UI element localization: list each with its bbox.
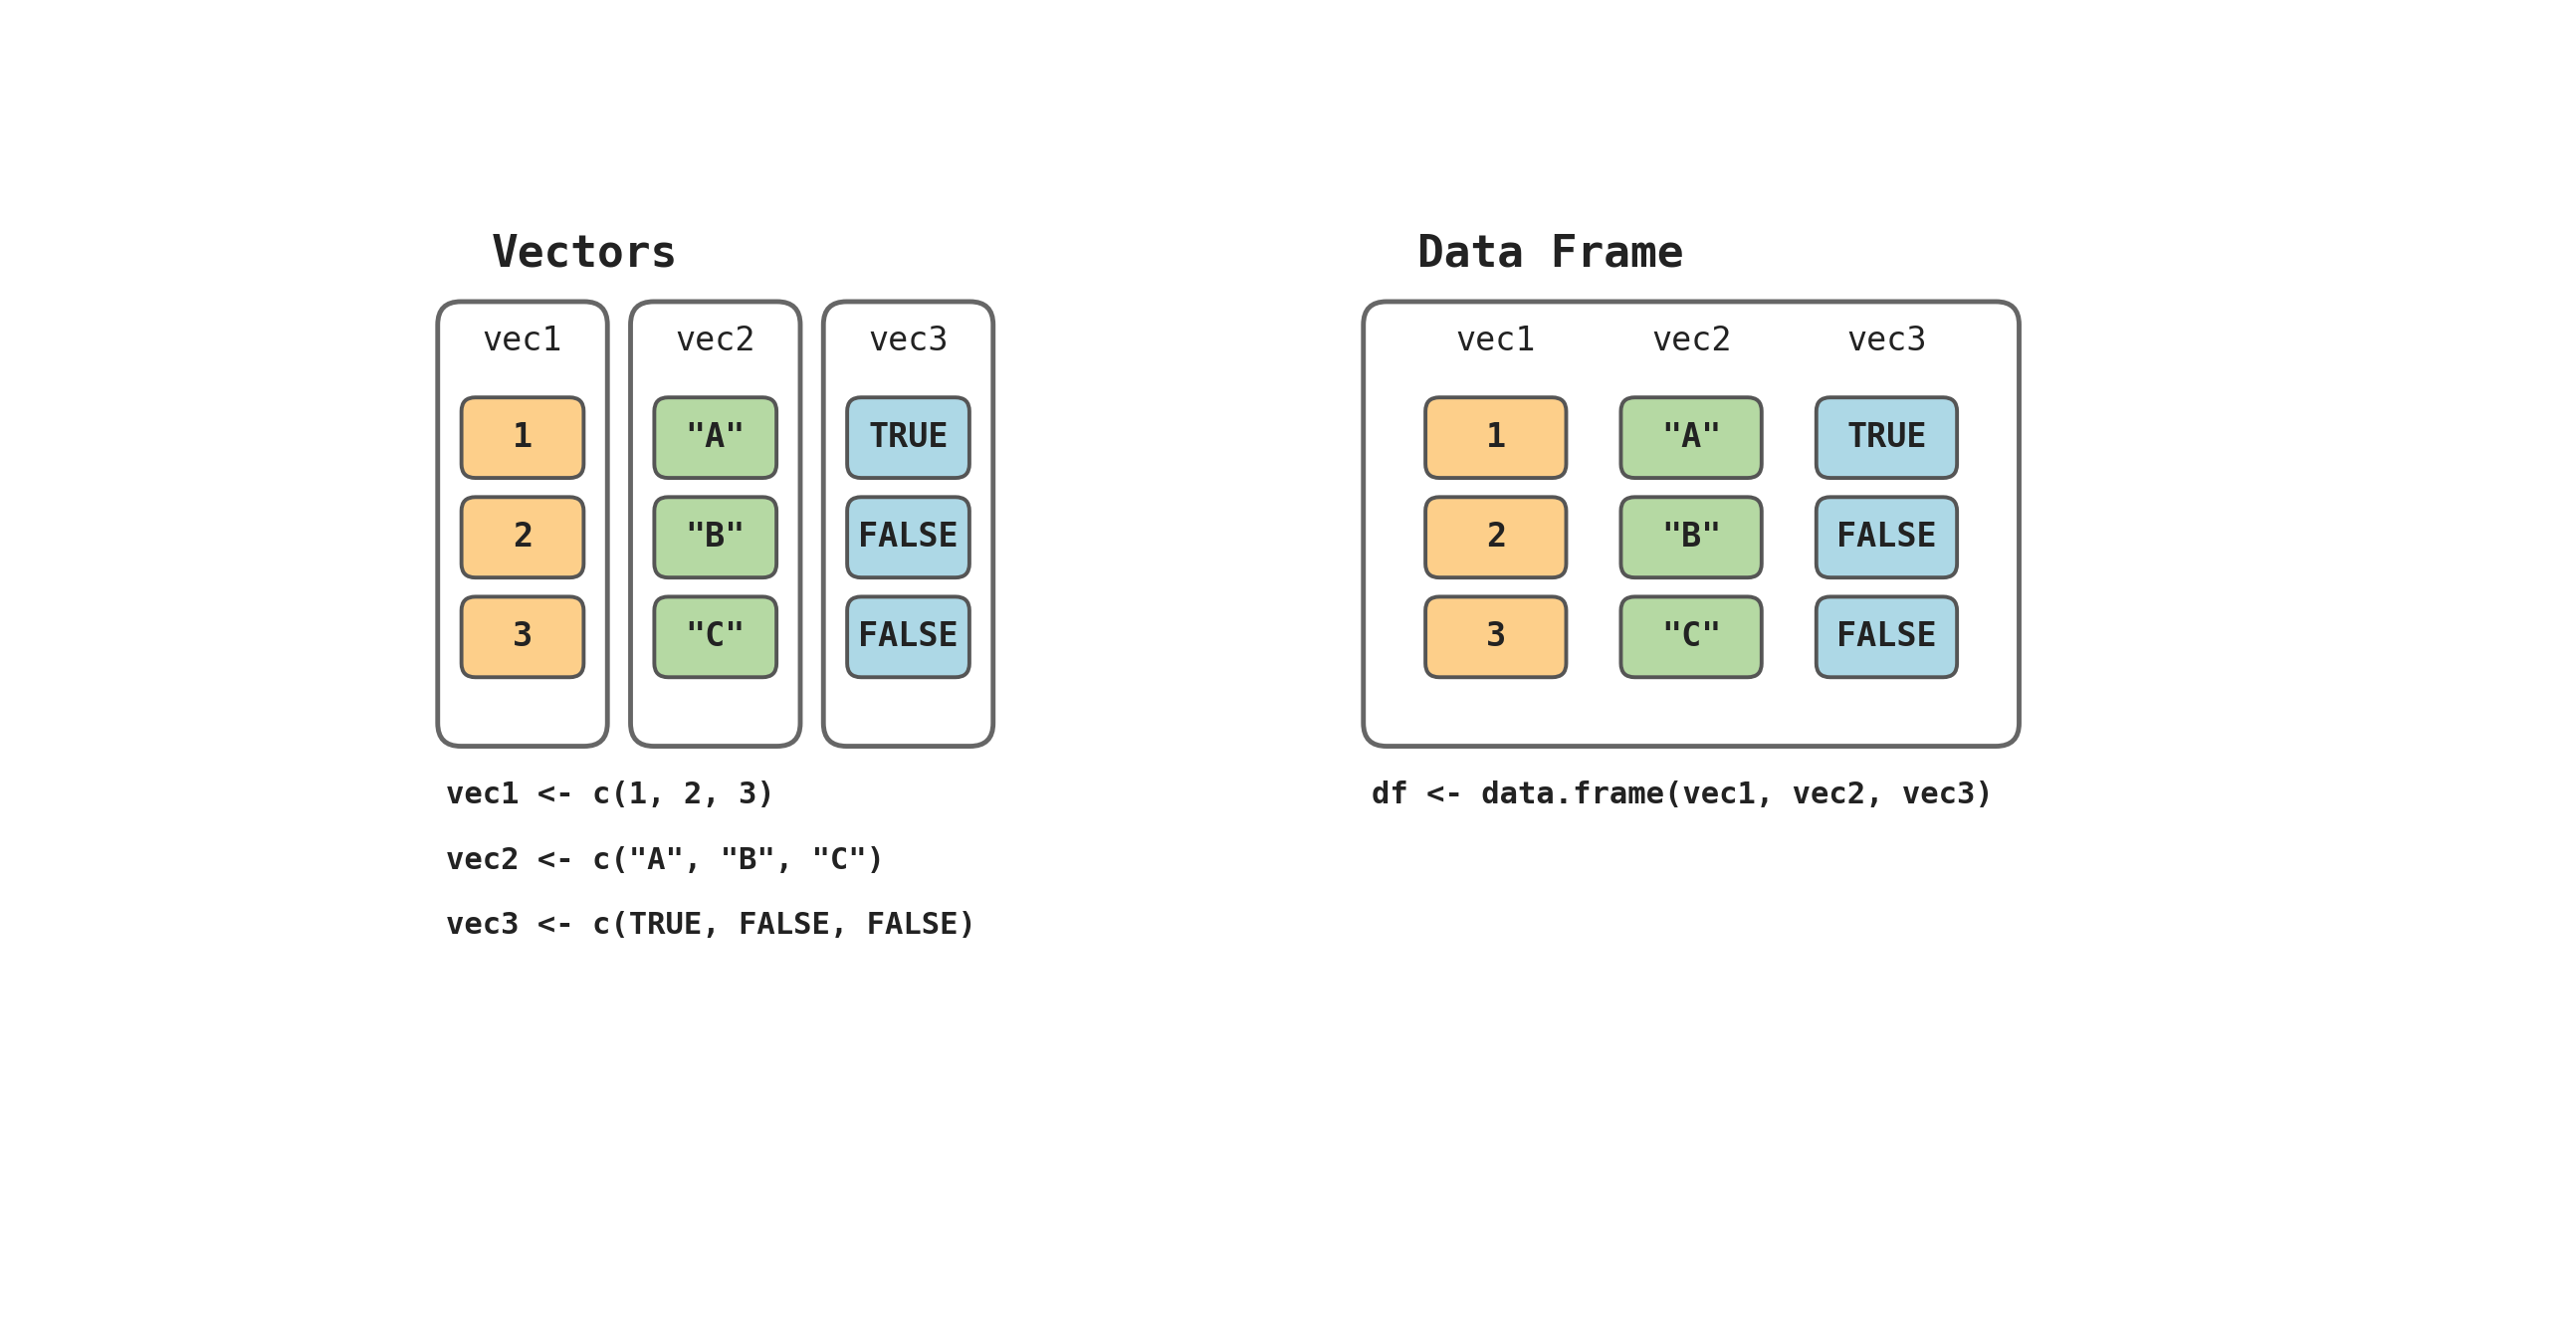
FancyBboxPatch shape — [654, 498, 775, 578]
Text: TRUE: TRUE — [1847, 421, 1927, 454]
FancyBboxPatch shape — [654, 397, 775, 478]
FancyBboxPatch shape — [461, 597, 585, 677]
FancyBboxPatch shape — [1620, 498, 1762, 578]
Text: 3: 3 — [513, 621, 533, 653]
Text: Vectors: Vectors — [492, 233, 677, 276]
Text: "C": "C" — [1662, 621, 1721, 653]
Text: 1: 1 — [513, 421, 533, 454]
FancyBboxPatch shape — [1620, 397, 1762, 478]
Text: "C": "C" — [685, 621, 744, 653]
Text: vec3: vec3 — [868, 325, 948, 357]
FancyBboxPatch shape — [1816, 397, 1958, 478]
Text: "A": "A" — [1662, 421, 1721, 454]
FancyBboxPatch shape — [654, 597, 775, 677]
Text: vec3: vec3 — [1847, 325, 1927, 357]
Text: Data Frame: Data Frame — [1417, 233, 1685, 276]
Text: 3: 3 — [1486, 621, 1507, 653]
Text: FALSE: FALSE — [1837, 520, 1937, 554]
Text: "A": "A" — [685, 421, 744, 454]
FancyBboxPatch shape — [1363, 301, 2020, 747]
Text: vec2: vec2 — [675, 325, 755, 357]
FancyBboxPatch shape — [1816, 498, 1958, 578]
FancyBboxPatch shape — [461, 397, 585, 478]
FancyBboxPatch shape — [1425, 498, 1566, 578]
Text: TRUE: TRUE — [868, 421, 948, 454]
Text: FALSE: FALSE — [1837, 621, 1937, 653]
Text: FALSE: FALSE — [858, 520, 958, 554]
Text: df <- data.frame(vec1, vec2, vec3): df <- data.frame(vec1, vec2, vec3) — [1370, 780, 1994, 809]
FancyBboxPatch shape — [1816, 597, 1958, 677]
Text: 2: 2 — [1486, 520, 1507, 554]
FancyBboxPatch shape — [461, 498, 585, 578]
FancyBboxPatch shape — [848, 498, 969, 578]
FancyBboxPatch shape — [824, 301, 994, 747]
FancyBboxPatch shape — [848, 597, 969, 677]
FancyBboxPatch shape — [1425, 597, 1566, 677]
FancyBboxPatch shape — [848, 397, 969, 478]
Text: vec1: vec1 — [482, 325, 562, 357]
FancyBboxPatch shape — [1425, 397, 1566, 478]
Text: "B": "B" — [1662, 520, 1721, 554]
Text: vec2 <- c("A", "B", "C"): vec2 <- c("A", "B", "C") — [446, 846, 884, 875]
Text: vec1 <- c(1, 2, 3): vec1 <- c(1, 2, 3) — [446, 780, 775, 809]
Text: 1: 1 — [1486, 421, 1507, 454]
FancyBboxPatch shape — [438, 301, 608, 747]
Text: vec3 <- c(TRUE, FALSE, FALSE): vec3 <- c(TRUE, FALSE, FALSE) — [446, 911, 976, 939]
FancyBboxPatch shape — [631, 301, 801, 747]
Text: FALSE: FALSE — [858, 621, 958, 653]
FancyBboxPatch shape — [1620, 597, 1762, 677]
Text: "B": "B" — [685, 520, 744, 554]
Text: vec1: vec1 — [1455, 325, 1535, 357]
Text: 2: 2 — [513, 520, 533, 554]
Text: vec2: vec2 — [1651, 325, 1731, 357]
